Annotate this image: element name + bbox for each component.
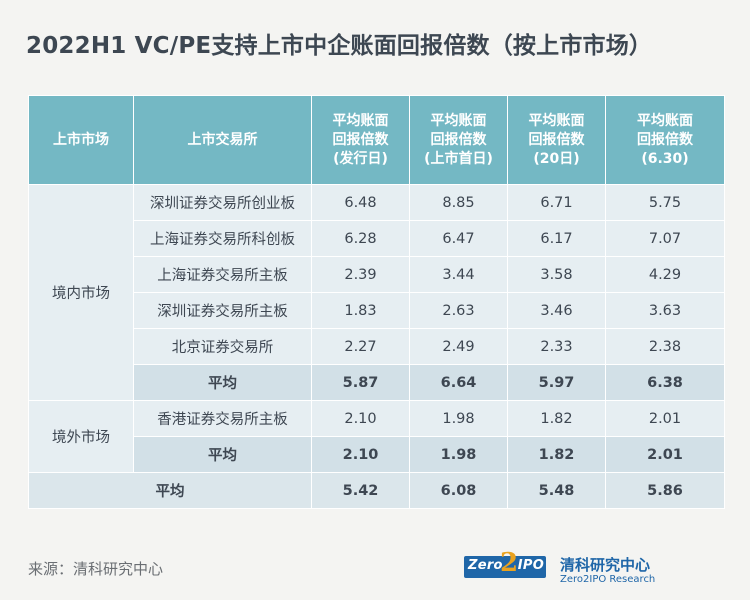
market-cell-domestic: 境内市场 [28, 184, 134, 401]
market-cell-overseas: 境外市场 [28, 400, 134, 473]
header-issue-date: 平均账面 回报倍数 (发行日) [311, 95, 410, 185]
table-row: 上海证券交易所科创板 6.28 6.47 6.17 7.07 [29, 220, 725, 257]
value-cell: 8.85 [409, 184, 508, 221]
exchange-cell: 上海证券交易所科创板 [133, 220, 312, 257]
org-name-en: Zero2IPO Research [560, 574, 656, 585]
avg-value: 6.64 [409, 364, 508, 401]
header-jun-30: 平均账面 回报倍数 (6.30) [605, 95, 725, 185]
value-cell: 2.01 [605, 400, 725, 437]
exchange-cell: 北京证券交易所 [133, 328, 312, 365]
table-header-row: 上市市场 上市交易所 平均账面 回报倍数 (发行日) 平均账面 回报倍数 (上市首日) … [28, 95, 725, 185]
avg-value: 5.97 [507, 364, 606, 401]
value-cell: 6.17 [507, 220, 606, 257]
header-market: 上市市场 [28, 95, 134, 185]
value-cell: 6.47 [409, 220, 508, 257]
header-exchange: 上市交易所 [133, 95, 312, 185]
avg-value: 1.98 [409, 436, 508, 473]
value-cell: 3.46 [507, 292, 606, 329]
logo-mark-text: Zero IPO [468, 558, 545, 573]
org-name-cn: 清科研究中心 [560, 556, 651, 574]
table-row: 深圳证券交易所主板 1.83 2.63 3.46 3.63 [29, 292, 725, 329]
source-note: 来源：清科研究中心 [28, 560, 164, 578]
subtotal-row-overseas: 平均 2.10 1.98 1.82 2.01 [29, 436, 725, 473]
value-cell: 3.44 [409, 256, 508, 293]
header-20-day: 平均账面 回报倍数 (20日) [507, 95, 606, 185]
table-row: 上海证券交易所主板 2.39 3.44 3.58 4.29 [29, 256, 725, 293]
total-value: 5.48 [507, 472, 606, 509]
table-row: 境外市场 香港证券交易所主板 2.10 1.98 1.82 2.01 [28, 400, 725, 473]
avg-label: 平均 [133, 364, 312, 401]
value-cell: 3.63 [605, 292, 725, 329]
value-cell: 2.33 [507, 328, 606, 365]
table-row: 北京证券交易所 2.27 2.49 2.33 2.38 [29, 328, 725, 365]
exchange-cell: 上海证券交易所主板 [133, 256, 312, 293]
value-cell: 2.49 [409, 328, 508, 365]
total-value: 5.86 [605, 472, 725, 509]
value-cell: 1.98 [409, 400, 508, 437]
return-multiples-table: 上市市场 上市交易所 平均账面 回报倍数 (发行日) 平均账面 回报倍数 (上市首日) … [28, 95, 725, 509]
exchange-cell: 香港证券交易所主板 [133, 400, 312, 437]
subtotal-row-domestic: 平均 5.87 6.64 5.97 6.38 [29, 364, 725, 401]
value-cell: 2.39 [311, 256, 410, 293]
avg-label: 平均 [133, 436, 312, 473]
header-first-day: 平均账面 回报倍数 (上市首日) [409, 95, 508, 185]
total-value: 6.08 [409, 472, 508, 509]
value-cell: 2.10 [311, 400, 410, 437]
value-cell: 3.58 [507, 256, 606, 293]
total-label: 平均 [28, 472, 312, 509]
value-cell: 2.63 [409, 292, 508, 329]
avg-value: 2.10 [311, 436, 410, 473]
logo-mark [464, 556, 546, 578]
value-cell: 7.07 [605, 220, 725, 257]
exchange-cell: 深圳证券交易所创业板 [133, 184, 312, 221]
table-row: 境内市场 深圳证券交易所创业板 6.48 8.85 6.71 5.75 [28, 184, 725, 401]
value-cell: 1.82 [507, 400, 606, 437]
exchange-cell: 深圳证券交易所主板 [133, 292, 312, 329]
avg-value: 5.87 [311, 364, 410, 401]
value-cell: 2.27 [311, 328, 410, 365]
report-title: 2022H1 VC/PE支持上市中企账面回报倍数（按上市市场） [26, 33, 653, 59]
avg-value: 2.01 [605, 436, 725, 473]
value-cell: 4.29 [605, 256, 725, 293]
total-row: 平均 5.42 6.08 5.48 5.86 [28, 472, 725, 509]
avg-value: 1.82 [507, 436, 606, 473]
value-cell: 2.38 [605, 328, 725, 365]
total-value: 5.42 [311, 472, 410, 509]
zero2ipo-logo: Zero IPO 2 清科研究中心 Zero2IPO Research [464, 548, 656, 588]
value-cell: 1.83 [311, 292, 410, 329]
value-cell: 6.48 [311, 184, 410, 221]
value-cell: 5.75 [605, 184, 725, 221]
value-cell: 6.71 [507, 184, 606, 221]
avg-value: 6.38 [605, 364, 725, 401]
value-cell: 6.28 [311, 220, 410, 257]
logo-two-glyph: 2 [500, 548, 519, 578]
